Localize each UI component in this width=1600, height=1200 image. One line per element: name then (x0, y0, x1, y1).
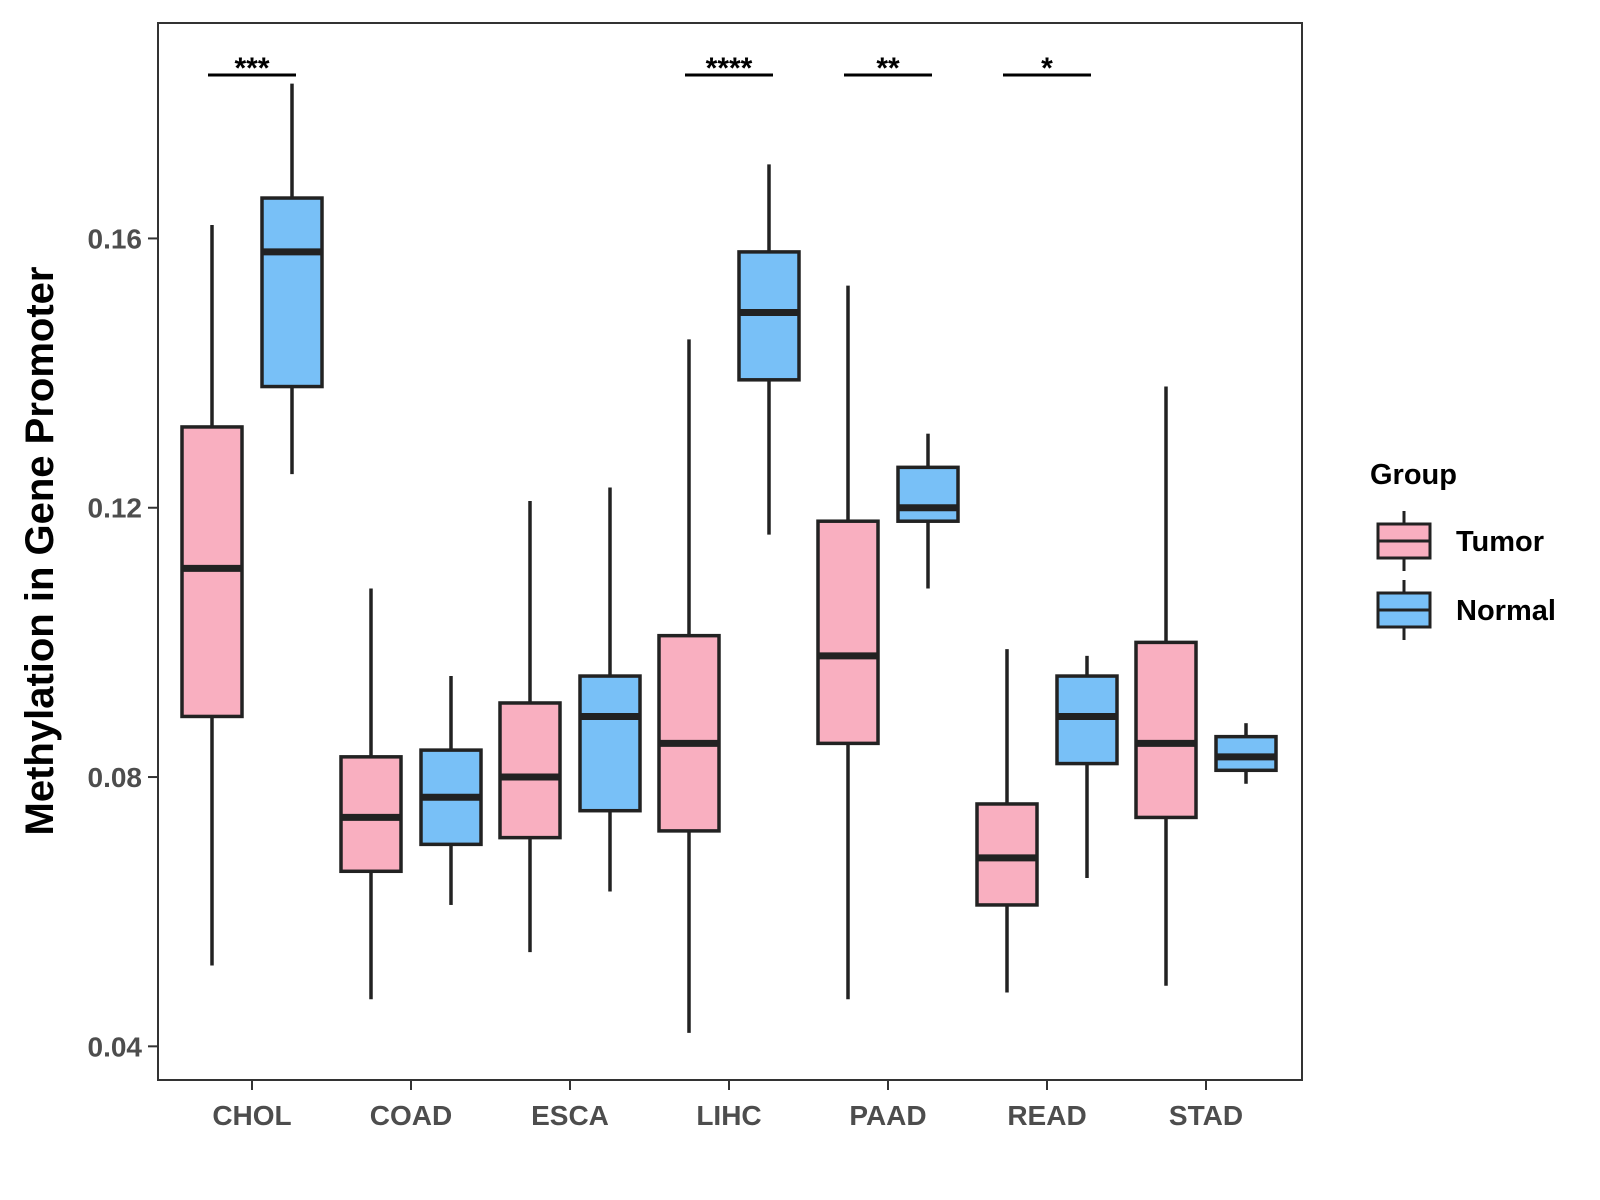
box-tumor-chol (180, 224, 244, 966)
box-normal-coad (419, 676, 483, 905)
significance-label: * (1041, 52, 1053, 85)
legend-entry-normal: Normal (1376, 580, 1556, 640)
legend-title: Group (1370, 459, 1457, 491)
box-normal-read (1055, 655, 1119, 879)
box-iqr (1134, 640, 1198, 820)
y-tick-label: 0.04 (88, 1031, 143, 1062)
y-tick-label: 0.08 (88, 762, 143, 793)
box-iqr (578, 674, 642, 813)
y-axis-title: Methylation in Gene Promoter (18, 267, 62, 836)
box-tumor-stad (1134, 386, 1198, 986)
box-iqr (657, 633, 721, 833)
box-normal-esca (578, 487, 642, 892)
box-tumor-read (975, 649, 1039, 993)
box-tumor-lihc (657, 339, 721, 1033)
box-tumor-esca (498, 501, 562, 953)
box-iqr (896, 465, 960, 523)
x-tick-label: LIHC (696, 1100, 761, 1131)
box-tumor-paad (816, 285, 880, 1000)
significance-label: ** (876, 52, 900, 85)
plot-panel-border (157, 22, 1303, 1081)
legend-label: Normal (1456, 595, 1556, 627)
box-normal-lihc (737, 164, 801, 535)
boxes-layer (180, 83, 1278, 1033)
box-iqr (260, 196, 324, 389)
x-tick-label: READ (1007, 1100, 1086, 1131)
x-tick-label: STAD (1169, 1100, 1243, 1131)
x-tick-label: PAAD (849, 1100, 926, 1131)
box-normal-stad (1214, 723, 1278, 784)
x-tick-label: ESCA (531, 1100, 609, 1131)
box-iqr (816, 519, 880, 746)
significance-layer: *** **** ** * (208, 52, 1091, 85)
significance-label: **** (706, 52, 753, 85)
x-axis: CHOL COAD ESCA LIHC PAAD READ STAD (212, 1080, 1243, 1131)
box-normal-paad (896, 433, 960, 589)
box-normal-chol (260, 83, 324, 475)
significance-label: *** (234, 52, 269, 85)
legend-label: Tumor (1456, 526, 1544, 558)
legend: Group Tumor Normal (1370, 459, 1556, 640)
box-tumor-coad (339, 588, 403, 1000)
y-axis: 0.04 0.08 0.12 0.16 (88, 223, 158, 1062)
y-tick-label: 0.12 (88, 493, 143, 524)
x-tick-label: CHOL (212, 1100, 291, 1131)
x-tick-label: COAD (370, 1100, 452, 1131)
y-tick-label: 0.16 (88, 223, 143, 254)
legend-entry-tumor: Tumor (1376, 511, 1544, 571)
box-iqr (498, 701, 562, 840)
